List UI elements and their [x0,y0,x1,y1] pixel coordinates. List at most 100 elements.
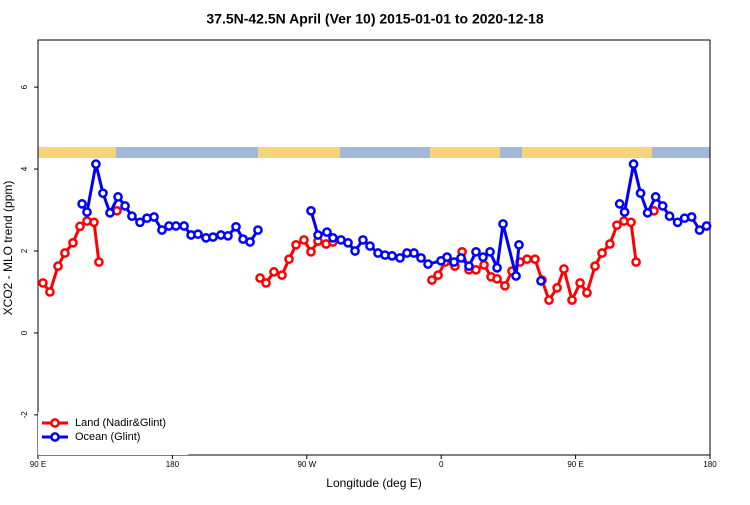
data-point [94,257,104,267]
data-point [686,212,697,222]
data-point [514,239,524,250]
x-tick-label: 90 E [30,460,46,469]
data-point [605,239,615,249]
data-point [179,221,189,231]
data-point [68,237,78,248]
data-point [387,251,397,261]
data-point [98,188,108,199]
data-point [479,260,489,270]
data-point [38,278,48,288]
chart-title: 37.5N-42.5N April (Ver 10) 2015-01-01 to… [206,11,543,27]
data-point [82,207,92,217]
data-point [322,227,332,237]
data-point [664,211,675,222]
data-point [231,221,241,232]
data-point [657,201,668,211]
data-point [464,261,474,271]
data-point [60,248,70,258]
y-tick-label: 0 [20,330,29,335]
data-point [471,264,481,275]
data-point [642,208,653,218]
x-tick-label: 180 [703,460,717,469]
data-point [193,229,203,240]
series-line [41,219,101,296]
data-point [511,271,521,281]
data-point [582,287,592,298]
data-point [261,278,271,288]
data-point [313,230,323,240]
data-point [75,221,85,232]
legend-marker [50,432,60,442]
data-point [291,239,301,250]
data-point [358,235,368,245]
data-point [626,217,636,228]
data-point [53,261,63,271]
data-point [485,246,495,257]
data-point [619,207,630,217]
data-point [500,280,510,291]
data-point [544,295,554,305]
data-point [89,217,99,228]
legend-label: Ocean (Glint) [75,431,140,443]
data-point [253,225,263,235]
data-point [343,237,353,248]
data-point [456,253,466,263]
data-point [522,254,532,265]
legend-marker [50,418,60,428]
data-point [449,257,459,267]
legend-label: Land (Nadir&Glint) [75,417,166,429]
map-strip [38,147,710,158]
x-tick-label: 180 [166,460,180,469]
data-point [597,248,607,258]
x-tick-label: 0 [439,460,444,469]
y-tick-label: 6 [20,84,29,89]
data-point [433,270,443,281]
data-point [650,192,661,202]
data-point [306,205,316,216]
data-point [409,248,419,258]
data-point [127,211,137,222]
data-point [395,253,405,263]
data-point [208,232,218,242]
data-point [277,270,287,281]
data-point [365,241,375,251]
data-point [536,276,546,286]
data-point [284,254,294,265]
data-point [328,233,338,243]
data-point [471,246,481,257]
data-point [635,188,646,199]
data-point [672,217,683,228]
data-point [416,253,426,263]
data-point [113,192,123,202]
y-tick-label: 4 [20,166,29,171]
data-point [492,262,502,273]
data-point [45,287,55,297]
data-point [269,267,279,277]
data-point [530,254,540,265]
x-tick-label: 90 W [297,460,316,469]
data-point [694,225,705,235]
data-point [306,246,316,257]
data-point [105,208,115,218]
data-point [498,219,508,229]
data-point [77,199,87,209]
data-point [120,201,130,211]
data-point [255,273,265,283]
y-tick-label: -2 [20,411,29,419]
data-point [350,246,360,256]
data-point [157,225,167,235]
data-point [423,259,433,269]
data-point [427,275,437,285]
data-point [559,264,569,274]
data-point [614,199,625,209]
data-point [567,295,577,305]
y-tick-label: 2 [20,248,29,253]
data-point [628,159,639,169]
data-point [701,221,712,231]
data-point [171,221,181,231]
data-point [223,230,233,241]
data-point [631,257,641,267]
data-point [135,217,145,228]
legend: Land (Nadir&Glint) Ocean (Glint) [38,412,188,455]
